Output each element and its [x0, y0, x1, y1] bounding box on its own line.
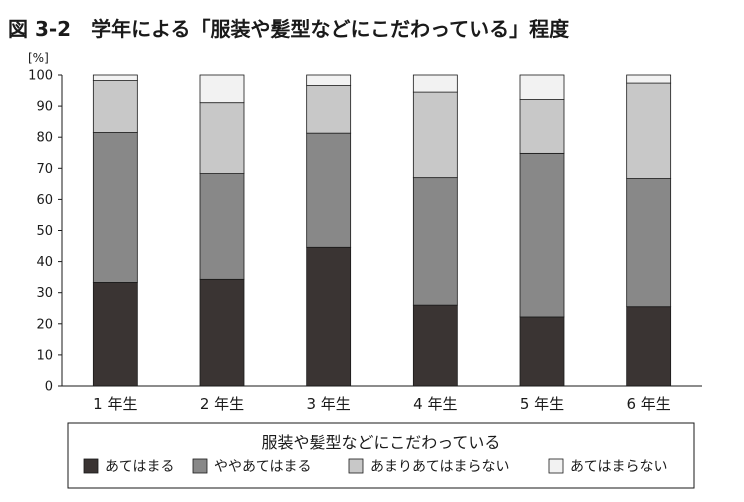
bar-segment [92, 80, 138, 133]
bar-segment [199, 102, 245, 174]
x-axis: 1 年生 2 年生 3 年生 4 年生 5 年生 6 年生 [93, 395, 671, 413]
y-tick-label: 10 [36, 348, 53, 363]
x-category-label: 4 年生 [413, 395, 457, 413]
bar-segment [199, 278, 245, 387]
x-category-label: 5 年生 [520, 395, 564, 413]
bars-group [92, 74, 672, 387]
bar-segment [412, 74, 458, 93]
x-category-label: 1 年生 [93, 395, 137, 413]
legend-items: あてはまる ややあてはまる あまりあてはまらない あてはまらない [83, 458, 667, 475]
legend-swatch [83, 458, 99, 474]
bar-segment [626, 82, 672, 179]
chart-title: 図 3-2 学年による「服装や髪型などにこだわっている」程度 [8, 17, 570, 41]
bar-segment [306, 132, 352, 248]
bar-segment [626, 74, 672, 84]
y-axis: 0 10 20 30 40 50 60 70 80 90 100 [28, 69, 62, 395]
legend-title: 服装や髪型などにこだわっている [262, 433, 501, 452]
y-tick-label: 80 [36, 131, 53, 146]
y-tick-label: 20 [36, 317, 53, 332]
legend: 服装や髪型などにこだわっている あてはまる ややあてはまる あまりあてはまらない あて… [67, 422, 695, 489]
bar-segment [306, 85, 352, 134]
bar-segment [626, 178, 672, 308]
y-tick-label: 30 [36, 286, 53, 301]
bar-segment [519, 74, 565, 100]
y-tick-label: 60 [36, 193, 53, 208]
legend-swatch [548, 458, 564, 474]
bar-segment [199, 173, 245, 280]
y-tick-label: 0 [45, 380, 53, 395]
bar-segment [92, 132, 138, 283]
bar-segment [306, 246, 352, 387]
legend-label: あてはまる [105, 459, 174, 475]
y-axis-unit-label: [%] [28, 51, 49, 65]
x-category-label: 2 年生 [200, 395, 244, 413]
bar-segment [519, 152, 565, 318]
bar-segment [306, 74, 352, 86]
legend-box [67, 422, 695, 489]
y-tick-label: 90 [36, 100, 53, 115]
legend-swatch [348, 458, 364, 474]
y-tick-label: 50 [36, 224, 53, 239]
y-tick-label: 40 [36, 255, 53, 270]
bar-segment [412, 91, 458, 179]
bar-segment [199, 74, 245, 104]
y-tick-label: 100 [28, 69, 53, 84]
bar-segment [519, 316, 565, 387]
bar-segment [92, 74, 138, 81]
x-category-label: 3 年生 [307, 395, 351, 413]
y-tick-label: 70 [36, 162, 53, 177]
x-category-label: 6 年生 [627, 395, 671, 413]
bar-segment [626, 306, 672, 387]
bar-segment [412, 177, 458, 306]
legend-label: ややあてはまる [214, 459, 311, 475]
bar-segment [519, 99, 565, 154]
legend-label: あてはまらない [570, 459, 667, 475]
legend-swatch [192, 458, 208, 474]
bar-segment [92, 282, 138, 387]
bar-segment [412, 304, 458, 387]
legend-label: あまりあてはまらない [370, 459, 509, 475]
